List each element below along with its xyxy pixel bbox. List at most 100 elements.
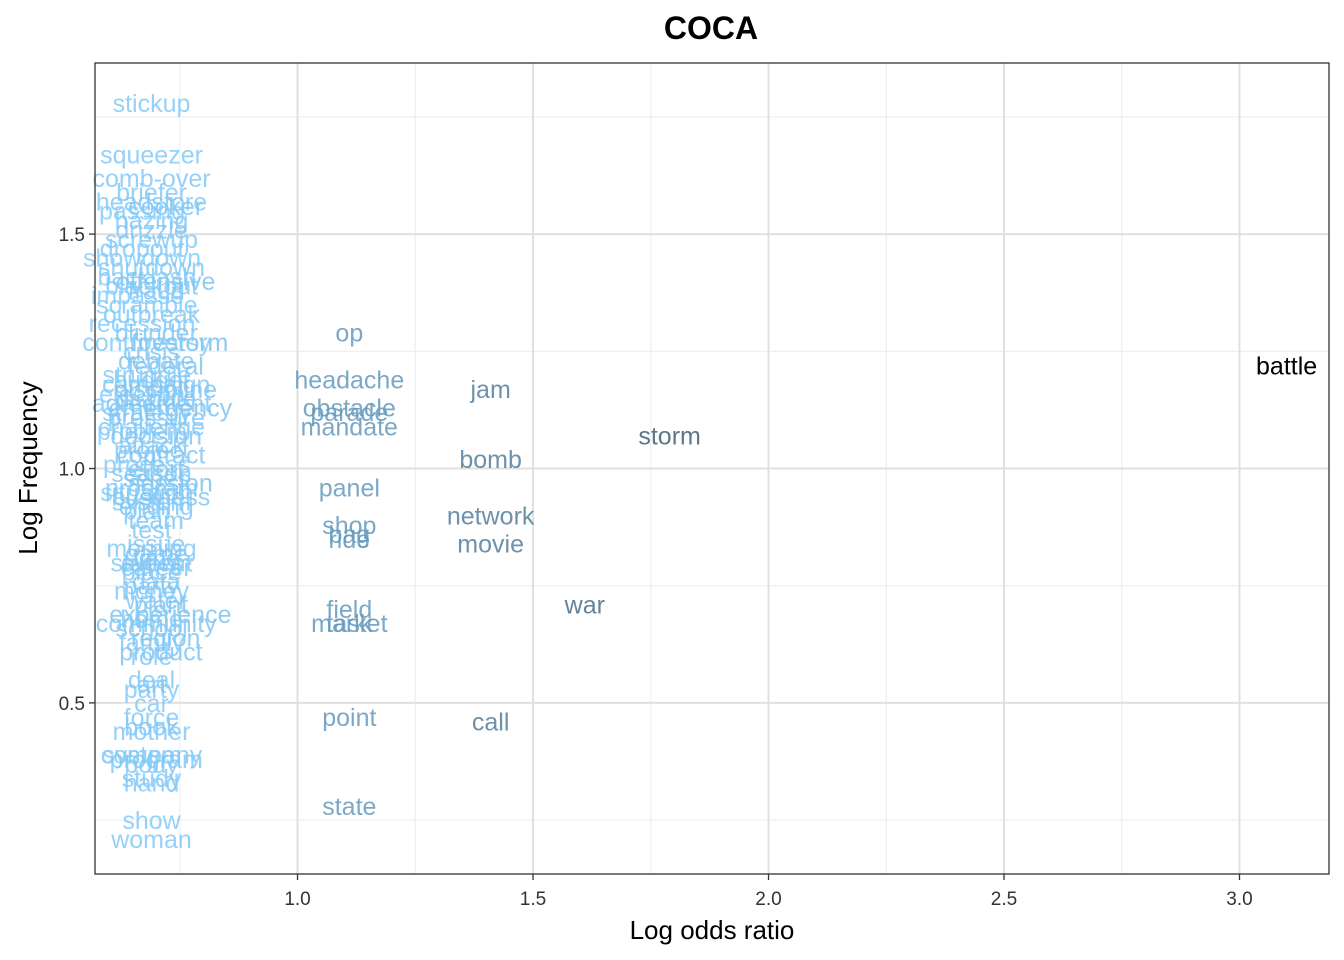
word-label: situation — [100, 479, 193, 507]
word-label: movie — [457, 531, 524, 559]
word-label: blunder — [115, 320, 198, 348]
word-label: morning — [106, 535, 196, 563]
word-label: parade — [310, 399, 388, 427]
word-label: system — [112, 488, 191, 516]
word-label: plant — [134, 591, 188, 619]
word-label: business — [112, 484, 211, 512]
word-label: cooker — [128, 193, 203, 221]
word-label: place — [122, 559, 182, 587]
word-label: federal — [127, 352, 203, 380]
word-label: jam — [469, 376, 510, 404]
word-label: show — [122, 807, 181, 835]
word-label: offensive — [116, 268, 216, 296]
word-label: panel — [319, 474, 380, 502]
x-tick-label: 1.5 — [520, 889, 546, 910]
word-label: product — [119, 638, 202, 666]
word-label: program — [110, 746, 203, 774]
x-tick-label: 2.0 — [755, 889, 781, 910]
word-label: strategy — [102, 399, 191, 427]
word-label: project — [114, 437, 189, 465]
word-label: backlash — [97, 263, 196, 291]
word-label: woman — [110, 826, 192, 854]
word-label: bomb — [459, 446, 522, 474]
y-tick-label: 1.0 — [59, 460, 85, 481]
x-tick-label: 2.5 — [991, 889, 1017, 910]
word-label: fraud — [128, 277, 185, 305]
word-label: party — [124, 676, 180, 704]
word-label: storm — [638, 423, 701, 451]
word-label: plan — [123, 498, 170, 526]
word-label: book — [124, 713, 179, 741]
word-label: drizzle — [115, 216, 187, 244]
word-label: student — [111, 549, 193, 577]
word-label: session — [128, 470, 213, 498]
word-label: system — [103, 741, 182, 769]
word-label: war — [564, 591, 605, 619]
word-label: experience — [109, 601, 231, 629]
word-label: issue — [127, 531, 185, 559]
chart-title: COCA — [664, 10, 758, 46]
word-label: ending — [119, 493, 194, 521]
word-label: hazing — [115, 207, 189, 235]
word-label: test — [131, 516, 171, 544]
word-label: attack — [118, 432, 185, 460]
word-label: crisis — [123, 338, 180, 366]
x-axis-title: Log odds ratio — [630, 915, 795, 945]
word-label: season — [111, 460, 192, 488]
word-label: team — [128, 507, 184, 535]
word-label: squeezer — [100, 141, 203, 169]
word-label: headache — [294, 366, 404, 394]
word-label: problem — [97, 418, 187, 446]
word-label: blackout — [105, 273, 198, 301]
word-label: showdown — [83, 245, 201, 273]
word-label: budget — [113, 366, 190, 394]
word-label: event — [121, 549, 182, 577]
word-label: outbreak — [103, 301, 201, 329]
word-label: ride — [328, 526, 370, 554]
word-label: region — [131, 624, 201, 652]
word-label: mandate — [301, 413, 398, 441]
word-label: debate — [118, 348, 194, 376]
y-axis-title: Log Frequency — [13, 381, 43, 554]
word-label: firestorm — [131, 329, 228, 357]
word-label: water — [125, 587, 187, 615]
word-label: car — [134, 690, 169, 718]
word-label: battle — [1256, 352, 1317, 380]
word-label: data — [132, 568, 181, 596]
x-tick-label: 1.0 — [284, 889, 310, 910]
word-label: company — [101, 741, 203, 769]
y-tick-label: 1.5 — [59, 225, 85, 246]
word-label: study — [122, 765, 182, 793]
word-label: deal — [128, 666, 175, 694]
word-label: art — [137, 671, 166, 699]
word-label: stickup — [113, 90, 191, 118]
word-label: force — [124, 704, 180, 732]
word-label: party — [124, 573, 180, 601]
word-label: money — [114, 577, 190, 605]
word-label: school — [115, 615, 187, 643]
word-label: state — [322, 793, 376, 821]
word-label: comb-over — [92, 165, 210, 193]
word-label: controversy — [82, 329, 212, 357]
word-label: mother — [113, 718, 191, 746]
word-label: dispute — [116, 385, 197, 413]
word-label: challenge — [98, 413, 205, 441]
word-label: community — [96, 610, 217, 638]
word-label: game — [125, 540, 188, 568]
word-label: decision — [110, 423, 202, 451]
word-label: effort — [128, 456, 185, 484]
axis-ticks: 1.0 1.5 2.0 2.5 3.0 0.5 1.0 1.5 — [59, 225, 1253, 910]
word-label: network — [447, 502, 535, 530]
word-label: call — [472, 709, 510, 737]
word-label: pressure — [108, 404, 205, 432]
word-label: discipline — [114, 376, 217, 404]
grid-lines — [95, 63, 1329, 874]
word-label: recession — [89, 310, 196, 338]
word-label: shop — [322, 512, 376, 540]
word-label: campaign — [102, 371, 210, 399]
word-label: bag — [328, 521, 370, 549]
word-label: career — [121, 554, 192, 582]
word-label: screwup — [105, 226, 198, 254]
word-label: scramble — [96, 291, 197, 319]
